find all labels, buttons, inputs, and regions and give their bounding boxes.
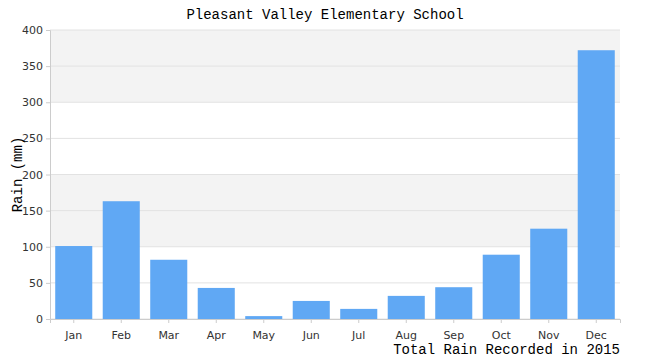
x-tick-mark [311, 319, 312, 323]
band [50, 66, 620, 102]
y-tick-label: 400 [22, 24, 43, 37]
y-axis-line [46, 31, 51, 320]
bar [340, 309, 377, 319]
x-tick: Dec [586, 319, 607, 342]
bar [55, 246, 92, 319]
x-tick-label: Oct [492, 329, 512, 342]
plot-background [50, 30, 620, 319]
y-tick-mark [46, 102, 50, 103]
y-tick-mark [46, 175, 50, 176]
x-axis-title: Total Rain Recorded in 2015 [393, 342, 620, 358]
x-tick-mark [73, 319, 74, 323]
x-tick-mark [121, 319, 122, 323]
y-tick: 100 [22, 241, 50, 254]
x-tick: May [252, 319, 275, 342]
plot: 050100150200250300350400JanFebMarAprMayJ… [22, 24, 621, 342]
background [50, 30, 620, 319]
bar [483, 255, 520, 319]
band [50, 30, 620, 66]
x-tick: Apr [207, 319, 227, 342]
x-tick: Oct [492, 319, 512, 342]
y-tick-mark [46, 30, 50, 31]
x-tick-mark [406, 319, 407, 323]
y-tick-label: 0 [36, 313, 43, 326]
x-tick-label: Dec [586, 329, 607, 342]
grid-line [50, 174, 620, 175]
y-tick-label: 300 [22, 96, 43, 109]
y-tick: 0 [36, 313, 50, 326]
x-tick-label: Feb [112, 329, 131, 342]
y-tick: 150 [22, 205, 50, 218]
y-tick-label: 350 [22, 60, 43, 73]
x-tick-mark [263, 319, 264, 323]
title: Pleasant Valley Elementary School [186, 7, 463, 23]
bars [55, 50, 615, 319]
bar [150, 260, 187, 319]
bar [388, 296, 425, 319]
y-axis-title: Rain (mm) [10, 137, 26, 213]
bar [530, 229, 567, 319]
y-axis: 0 50 100 150 200 250 300 350 400 [22, 24, 51, 326]
bar [103, 201, 140, 319]
x-tick: Feb [112, 319, 131, 342]
x-tick-label: Mar [158, 329, 179, 342]
x-tick-label: Apr [207, 329, 227, 342]
y-tick-label: 100 [22, 241, 43, 254]
x-axis-line [51, 320, 621, 324]
x-tick: Mar [158, 319, 179, 342]
x-tick-mark [216, 319, 217, 323]
x-tick: Jan [64, 319, 82, 342]
bar [198, 288, 235, 319]
y-tick-mark [46, 138, 50, 139]
x-tick-mark [548, 319, 549, 323]
x-tick: Jul [351, 319, 365, 342]
y-tick: 350 [22, 60, 50, 73]
bar [435, 287, 472, 319]
y-tick-mark [46, 283, 50, 284]
x-tick-mark [596, 319, 597, 323]
x-tick-label: Aug [396, 329, 417, 342]
x-axis: Jan Feb Mar Apr May Jun Jul Aug Sep Oct Nov Dec [51, 319, 621, 342]
y-tick: 250 [22, 132, 50, 145]
x-tick: Sep [443, 319, 464, 342]
x-tick-label: May [252, 329, 275, 342]
grid-line [50, 30, 620, 31]
y-tick-mark [46, 319, 50, 320]
bar [578, 50, 615, 319]
grid-line [50, 138, 620, 139]
y-tick: 300 [22, 96, 50, 109]
x-tick-mark [168, 319, 169, 323]
grid [50, 30, 620, 319]
y-tick: 50 [29, 277, 50, 290]
x-tick-label: Jul [351, 329, 365, 342]
x-tick-mark [501, 319, 502, 323]
y-tick-mark [46, 66, 50, 67]
bar [293, 301, 330, 319]
y-tick-mark [46, 211, 50, 212]
x-tick: Jun [302, 319, 320, 342]
x-tick-label: Sep [443, 329, 464, 342]
y-tick-mark [46, 247, 50, 248]
x-tick-label: Nov [538, 329, 560, 342]
grid-line [50, 102, 620, 103]
x-tick-label: Jun [302, 329, 320, 342]
y-tick: 400 [22, 24, 50, 37]
x-tick: Aug [396, 319, 417, 342]
y-tick: 200 [22, 169, 50, 182]
x-tick-label: Jan [64, 329, 82, 342]
x-tick: Nov [538, 319, 560, 342]
chart: 050100150200250300350400JanFebMarAprMayJ… [0, 0, 650, 360]
y-tick-label: 50 [29, 277, 43, 290]
x-tick-mark [453, 319, 454, 323]
x-tick-mark [358, 319, 359, 323]
grid-line [50, 66, 620, 67]
bar [245, 316, 282, 319]
